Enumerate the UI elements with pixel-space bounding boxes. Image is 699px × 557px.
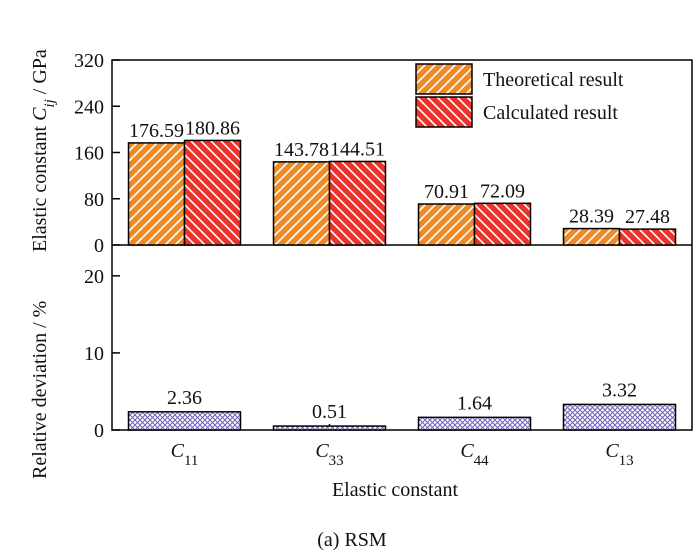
bottom-y-axis-title: Relative deviation / %	[29, 301, 51, 479]
legend-label-theoretical: Theoretical result	[483, 69, 624, 91]
bar-value-label: 70.91	[424, 181, 469, 203]
bar-value-label: 143.78	[274, 139, 329, 161]
bottom-y-tick-label: 10	[84, 343, 104, 365]
deviation-bar-c44	[417, 416, 532, 431]
x-tick-label: C33	[315, 440, 343, 469]
top-y-tick-label: 0	[94, 235, 104, 257]
bar-theoretical-c11	[127, 142, 186, 246]
bottom-bars: 2.36 0.51 1.64 3.32	[127, 379, 677, 431]
bar-value-label: 72.09	[480, 180, 525, 202]
top-bars: 176.59 180.86 143.78 144.51 70.91 72.09 28.39 2…	[127, 117, 677, 246]
top-y-tick-label: 160	[74, 143, 104, 165]
top-y-axis: 0 80 160 240 320	[74, 50, 120, 257]
bar-value-label: 176.59	[129, 120, 184, 142]
top-y-tick-label: 80	[84, 189, 104, 211]
x-tick-label: C13	[605, 440, 633, 469]
deviation-bar-c13	[562, 403, 677, 431]
legend: Theoretical result Calculated result	[415, 63, 624, 128]
bar-calculated-c33	[328, 160, 387, 246]
bar-theoretical-c13	[562, 227, 621, 246]
legend-label-calculated: Calculated result	[483, 102, 618, 124]
x-tick-label: C11	[171, 440, 199, 469]
x-axis: C11 C33 C44 C13	[171, 424, 634, 469]
deviation-bar-c11	[127, 411, 242, 431]
bar-value-label: 28.39	[569, 206, 614, 228]
x-tick-label: C44	[460, 440, 489, 469]
deviation-value-label: 2.36	[167, 387, 202, 409]
top-y-axis-title: Elastic constant Cij / GPa	[29, 49, 58, 252]
deviation-value-label: 3.32	[602, 379, 637, 401]
top-y-tick-label: 240	[74, 96, 104, 118]
bottom-y-axis: 0 10 20	[84, 266, 120, 442]
bar-value-label: 27.48	[625, 206, 670, 228]
x-axis-title: Elastic constant	[332, 479, 459, 501]
bottom-y-tick-label: 20	[84, 266, 104, 288]
bar-value-label: 180.86	[185, 117, 240, 139]
deviation-value-label: 1.64	[457, 392, 492, 414]
deviation-value-label: 0.51	[312, 401, 347, 423]
bar-theoretical-c44	[417, 203, 476, 246]
deviation-bar-c33	[272, 425, 387, 431]
bar-theoretical-c33	[272, 161, 331, 246]
legend-swatch-calculated	[415, 96, 473, 128]
legend-swatch-theoretical	[415, 63, 473, 95]
bar-value-label: 144.51	[330, 138, 385, 160]
bar-calculated-c44	[473, 202, 532, 246]
bottom-y-tick-label: 0	[94, 420, 104, 442]
top-y-tick-label: 320	[74, 50, 104, 72]
bar-calculated-c11	[183, 139, 242, 246]
figure-caption: (a) RSM	[317, 529, 387, 551]
bar-calculated-c13	[618, 228, 677, 246]
